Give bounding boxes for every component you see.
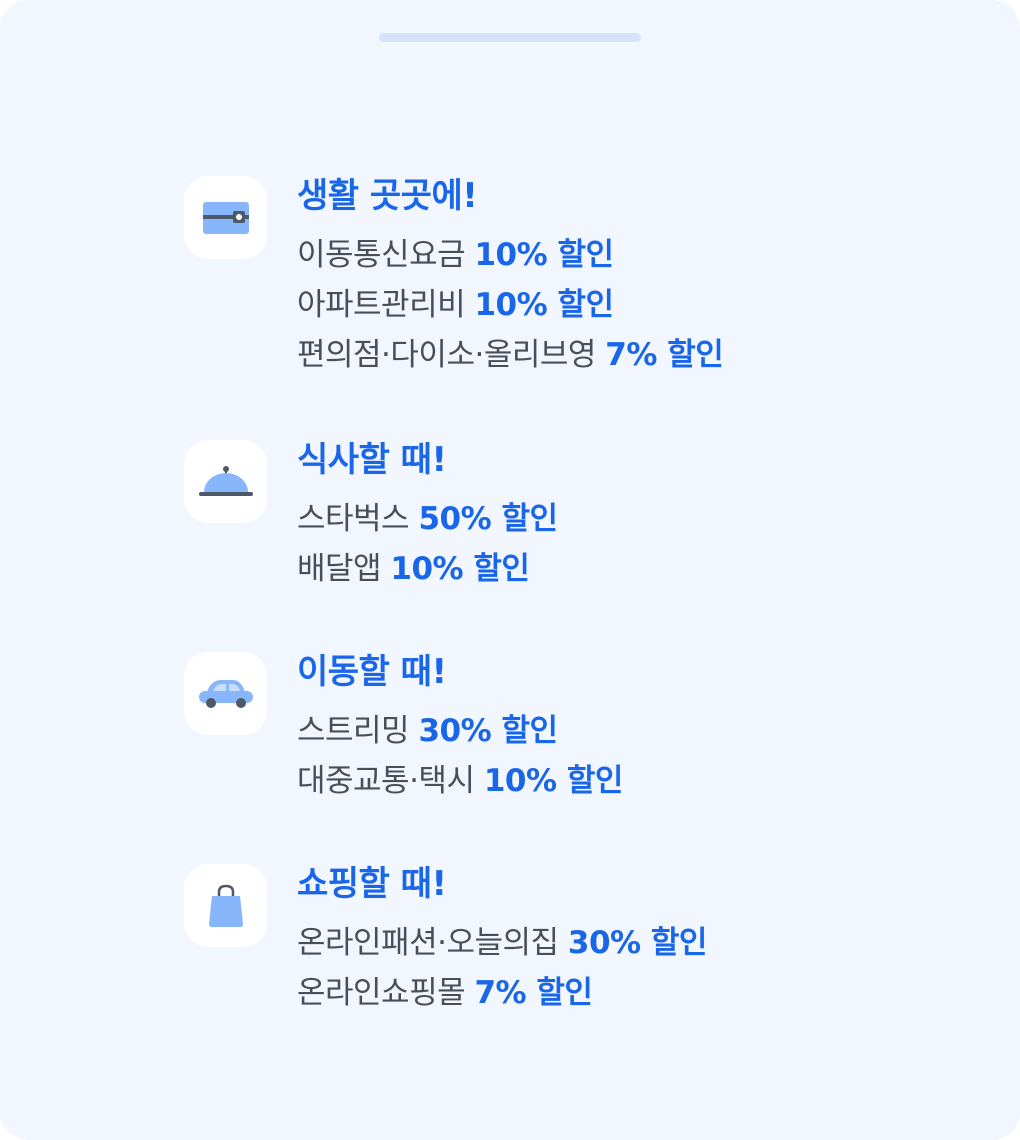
section-title: 식사할 때! xyxy=(297,440,447,480)
benefit-item: 스타벅스 50% 할인 xyxy=(297,494,558,544)
benefit-discount: 10% 할인 xyxy=(474,237,614,273)
benefit-discount: 7% 할인 xyxy=(605,337,724,373)
icon-box xyxy=(184,440,267,523)
wallet-icon xyxy=(202,201,249,234)
car-icon xyxy=(198,679,253,708)
section-title: 쇼핑할 때! xyxy=(297,864,447,904)
food-cloche-icon xyxy=(198,465,253,496)
icon-box xyxy=(184,176,267,259)
shopping-bag-icon xyxy=(208,884,243,927)
benefit-item: 배달앱 10% 할인 xyxy=(297,544,558,594)
icon-box xyxy=(184,864,267,947)
benefit-item: 대중교통·택시 10% 할인 xyxy=(297,756,623,806)
benefit-label: 대중교통·택시 xyxy=(297,763,475,799)
benefit-item: 스트리밍 30% 할인 xyxy=(297,706,623,756)
benefit-item: 온라인쇼핑몰 7% 할인 xyxy=(297,968,707,1018)
benefit-item: 이동통신요금 10% 할인 xyxy=(297,230,723,280)
benefit-discount: 10% 할인 xyxy=(390,551,530,587)
benefit-item: 편의점·다이소·올리브영 7% 할인 xyxy=(297,330,724,380)
section-title: 이동할 때! xyxy=(297,652,447,692)
benefit-label: 이동통신요금 xyxy=(297,237,466,273)
benefit-label: 스트리밍 xyxy=(297,713,410,749)
benefit-label: 편의점·다이소·올리브영 xyxy=(297,337,596,373)
section-title: 생활 곳곳에! xyxy=(297,176,478,216)
benefit-discount: 10% 할인 xyxy=(474,287,614,323)
benefit-label: 스타벅스 xyxy=(297,501,410,537)
benefit-discount: 10% 할인 xyxy=(483,763,624,799)
benefit-discount: 7% 할인 xyxy=(474,975,593,1011)
benefit-label: 온라인쇼핑몰 xyxy=(297,975,466,1011)
benefit-item: 온라인패션·오늘의집 30% 할인 xyxy=(297,918,707,968)
sheet-drag-handle[interactable] xyxy=(379,33,641,42)
benefit-label: 아파트관리비 xyxy=(297,287,466,323)
benefit-discount: 30% 할인 xyxy=(567,925,708,961)
benefit-item: 아파트관리비 10% 할인 xyxy=(297,280,723,330)
benefit-discount: 30% 할인 xyxy=(418,713,558,749)
icon-box xyxy=(184,652,267,735)
benefit-discount: 50% 할인 xyxy=(418,501,558,537)
benefit-label: 온라인패션·오늘의집 xyxy=(297,925,559,961)
benefit-label: 배달앱 xyxy=(297,551,382,587)
